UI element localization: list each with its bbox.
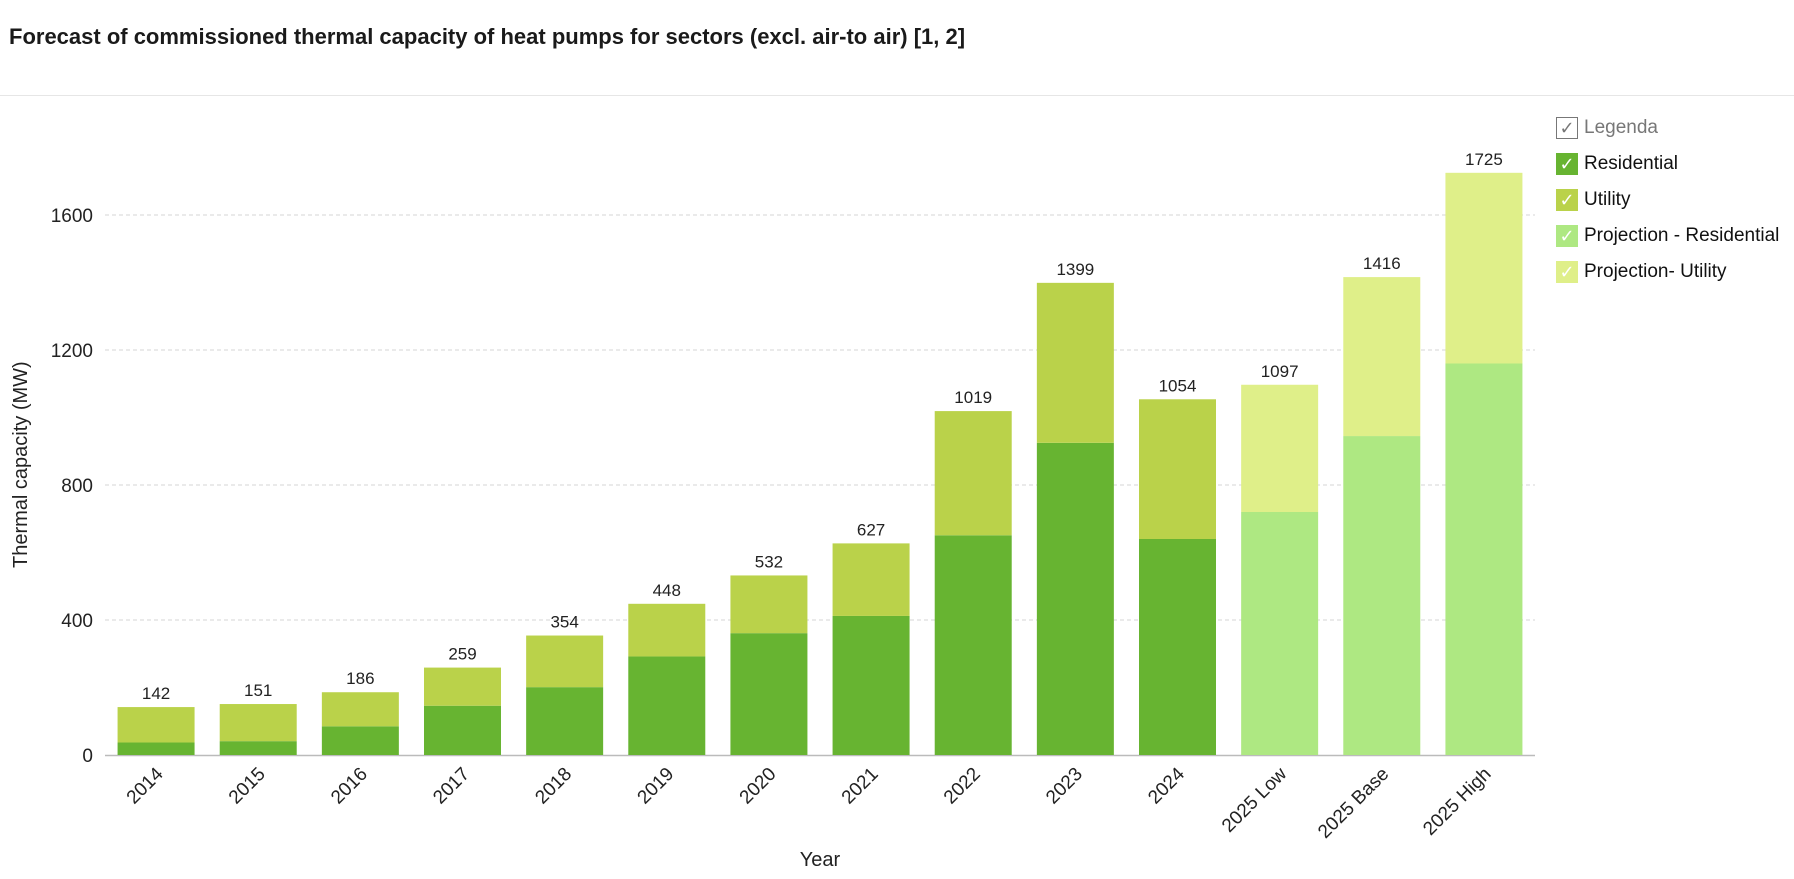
- bar-segment: [117, 707, 195, 743]
- bar-segment: [424, 667, 501, 706]
- x-axis-title: Year: [800, 849, 841, 871]
- title-bar: Forecast of commissioned thermal capacit…: [0, 0, 1794, 96]
- x-tick-label: 2022: [940, 764, 985, 809]
- bar-segment: [526, 687, 604, 755]
- bar-segment: [628, 656, 706, 755]
- x-tick-label: 2018: [531, 764, 576, 809]
- data-label: 142: [142, 684, 170, 703]
- check-icon: ✓: [1556, 225, 1578, 247]
- data-label: 532: [755, 552, 783, 571]
- data-label: 354: [550, 613, 578, 632]
- legend-item-projection-residential[interactable]: ✓ Projection - Residential: [1556, 218, 1779, 254]
- chart-title: Forecast of commissioned thermal capacit…: [9, 24, 966, 49]
- data-label: 1019: [954, 388, 992, 407]
- x-tick-label: 2025 Low: [1218, 763, 1291, 836]
- bar-segment: [1036, 442, 1114, 755]
- bar-segment: [1343, 277, 1421, 437]
- bar-segment: [1139, 399, 1216, 539]
- bar-chart: 0 400 800 1200 1600 142 2014 151 2015 186 2016 259 2…: [10, 150, 1535, 871]
- bar-segment: [219, 741, 297, 755]
- bar-segment: [1445, 172, 1523, 364]
- x-tick-label: 2019: [634, 764, 679, 809]
- check-icon: ✓: [1556, 153, 1578, 175]
- data-label: 1054: [1159, 376, 1197, 395]
- bar-segment: [219, 704, 297, 742]
- x-tick-label: 2015: [225, 764, 270, 809]
- checkbox-icon: ✓: [1556, 117, 1578, 139]
- bar-segment: [730, 633, 808, 755]
- y-tick-label: 1200: [51, 341, 93, 362]
- legend-label: Utility: [1584, 189, 1631, 210]
- x-tick-label: 2017: [429, 764, 474, 809]
- legend: ✓ Legenda ✓ Residential ✓ Utility ✓ Proj…: [1556, 110, 1779, 290]
- bar-segment: [1036, 282, 1114, 443]
- bar-segment: [424, 705, 501, 755]
- x-tick-label: 2014: [123, 763, 168, 808]
- data-label: 1097: [1261, 362, 1299, 381]
- data-label: 151: [244, 681, 272, 700]
- y-tick-label: 800: [61, 476, 93, 497]
- bar-segment: [1139, 539, 1216, 755]
- legend-item-projection-utility[interactable]: ✓ Projection- Utility: [1556, 254, 1779, 290]
- bar-segment: [832, 543, 910, 616]
- data-label: 627: [857, 520, 885, 539]
- x-tick-label: 2025 Base: [1314, 764, 1393, 843]
- bar-segment: [1445, 363, 1523, 755]
- check-icon: ✓: [1556, 189, 1578, 211]
- data-label: 186: [346, 669, 374, 688]
- data-label: 448: [653, 581, 681, 600]
- bar-segment: [321, 726, 399, 755]
- y-tick-label: 0: [82, 746, 93, 767]
- bar-segment: [832, 615, 910, 755]
- legend-item-residential[interactable]: ✓ Residential: [1556, 146, 1779, 182]
- bar-segment: [526, 635, 604, 688]
- y-tick-label: 1600: [51, 206, 93, 227]
- data-label: 259: [448, 645, 476, 664]
- legend-toggle-all[interactable]: ✓ Legenda: [1556, 110, 1779, 146]
- x-tick-label: 2016: [327, 764, 372, 809]
- bar-segment: [1241, 512, 1319, 755]
- x-tick-label: 2023: [1042, 764, 1087, 809]
- check-icon: ✓: [1556, 261, 1578, 283]
- bar-segment: [628, 603, 706, 657]
- data-label: 1416: [1363, 254, 1401, 273]
- bar-segment: [1241, 384, 1319, 512]
- legend-label: Projection - Residential: [1584, 225, 1780, 246]
- x-tick-label: 2020: [736, 764, 781, 809]
- bar-segment: [1343, 436, 1421, 755]
- legend-label: Projection- Utility: [1584, 261, 1727, 282]
- x-tick-label: 2025 High: [1419, 764, 1495, 840]
- data-label: 1725: [1465, 150, 1503, 169]
- bar-segment: [321, 692, 399, 727]
- bar-segment: [117, 742, 195, 755]
- legend-label: Residential: [1584, 153, 1678, 174]
- legend-header-label: Legenda: [1584, 117, 1658, 138]
- bar-segment: [934, 535, 1012, 755]
- bar-segment: [934, 411, 1012, 536]
- y-axis-title: Thermal capacity (MW): [10, 361, 32, 568]
- data-label: 1399: [1056, 260, 1094, 279]
- legend-item-utility[interactable]: ✓ Utility: [1556, 182, 1779, 218]
- bar-segment: [730, 575, 808, 634]
- x-tick-label: 2024: [1144, 763, 1189, 808]
- x-tick-label: 2021: [838, 764, 883, 809]
- y-tick-label: 400: [61, 611, 93, 632]
